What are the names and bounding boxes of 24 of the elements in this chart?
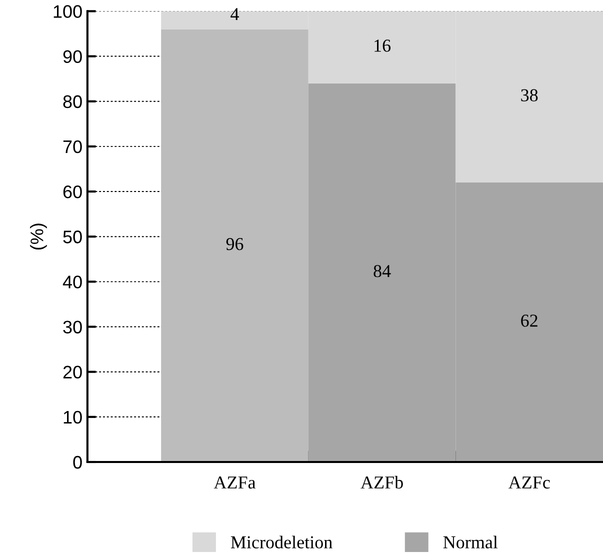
y-tick-label: 90 [63, 50, 82, 63]
y-tick-label: 60 [63, 185, 82, 198]
y-axis-title: (%) [30, 224, 47, 250]
y-tick-label: 100 [54, 5, 82, 18]
legend-label: Normal [443, 536, 498, 548]
bar [161, 29, 308, 462]
y-tick-label: 30 [63, 320, 82, 334]
y-tick-label: 70 [63, 140, 82, 154]
x-tick-label: AZFa [214, 476, 256, 489]
y-tick-label: 80 [63, 95, 82, 108]
y-tick-label: 0 [73, 456, 82, 469]
legend-label: Microdeletion [230, 536, 332, 548]
y-tick-label: 50 [63, 230, 82, 244]
data-label: 62 [521, 314, 538, 327]
y-tick-label: 40 [62, 276, 82, 288]
data-label: 38 [521, 89, 538, 102]
y-tick-label: 10 [64, 410, 82, 424]
data-label: 16 [374, 40, 391, 52]
x-tick-label: AZFb [360, 476, 403, 489]
data-label: 4 [230, 8, 239, 20]
data-label: 96 [226, 238, 244, 250]
data-label: 84 [374, 265, 391, 278]
y-tick-label: 20 [63, 366, 82, 379]
x-tick-label: AZFc [508, 476, 550, 489]
